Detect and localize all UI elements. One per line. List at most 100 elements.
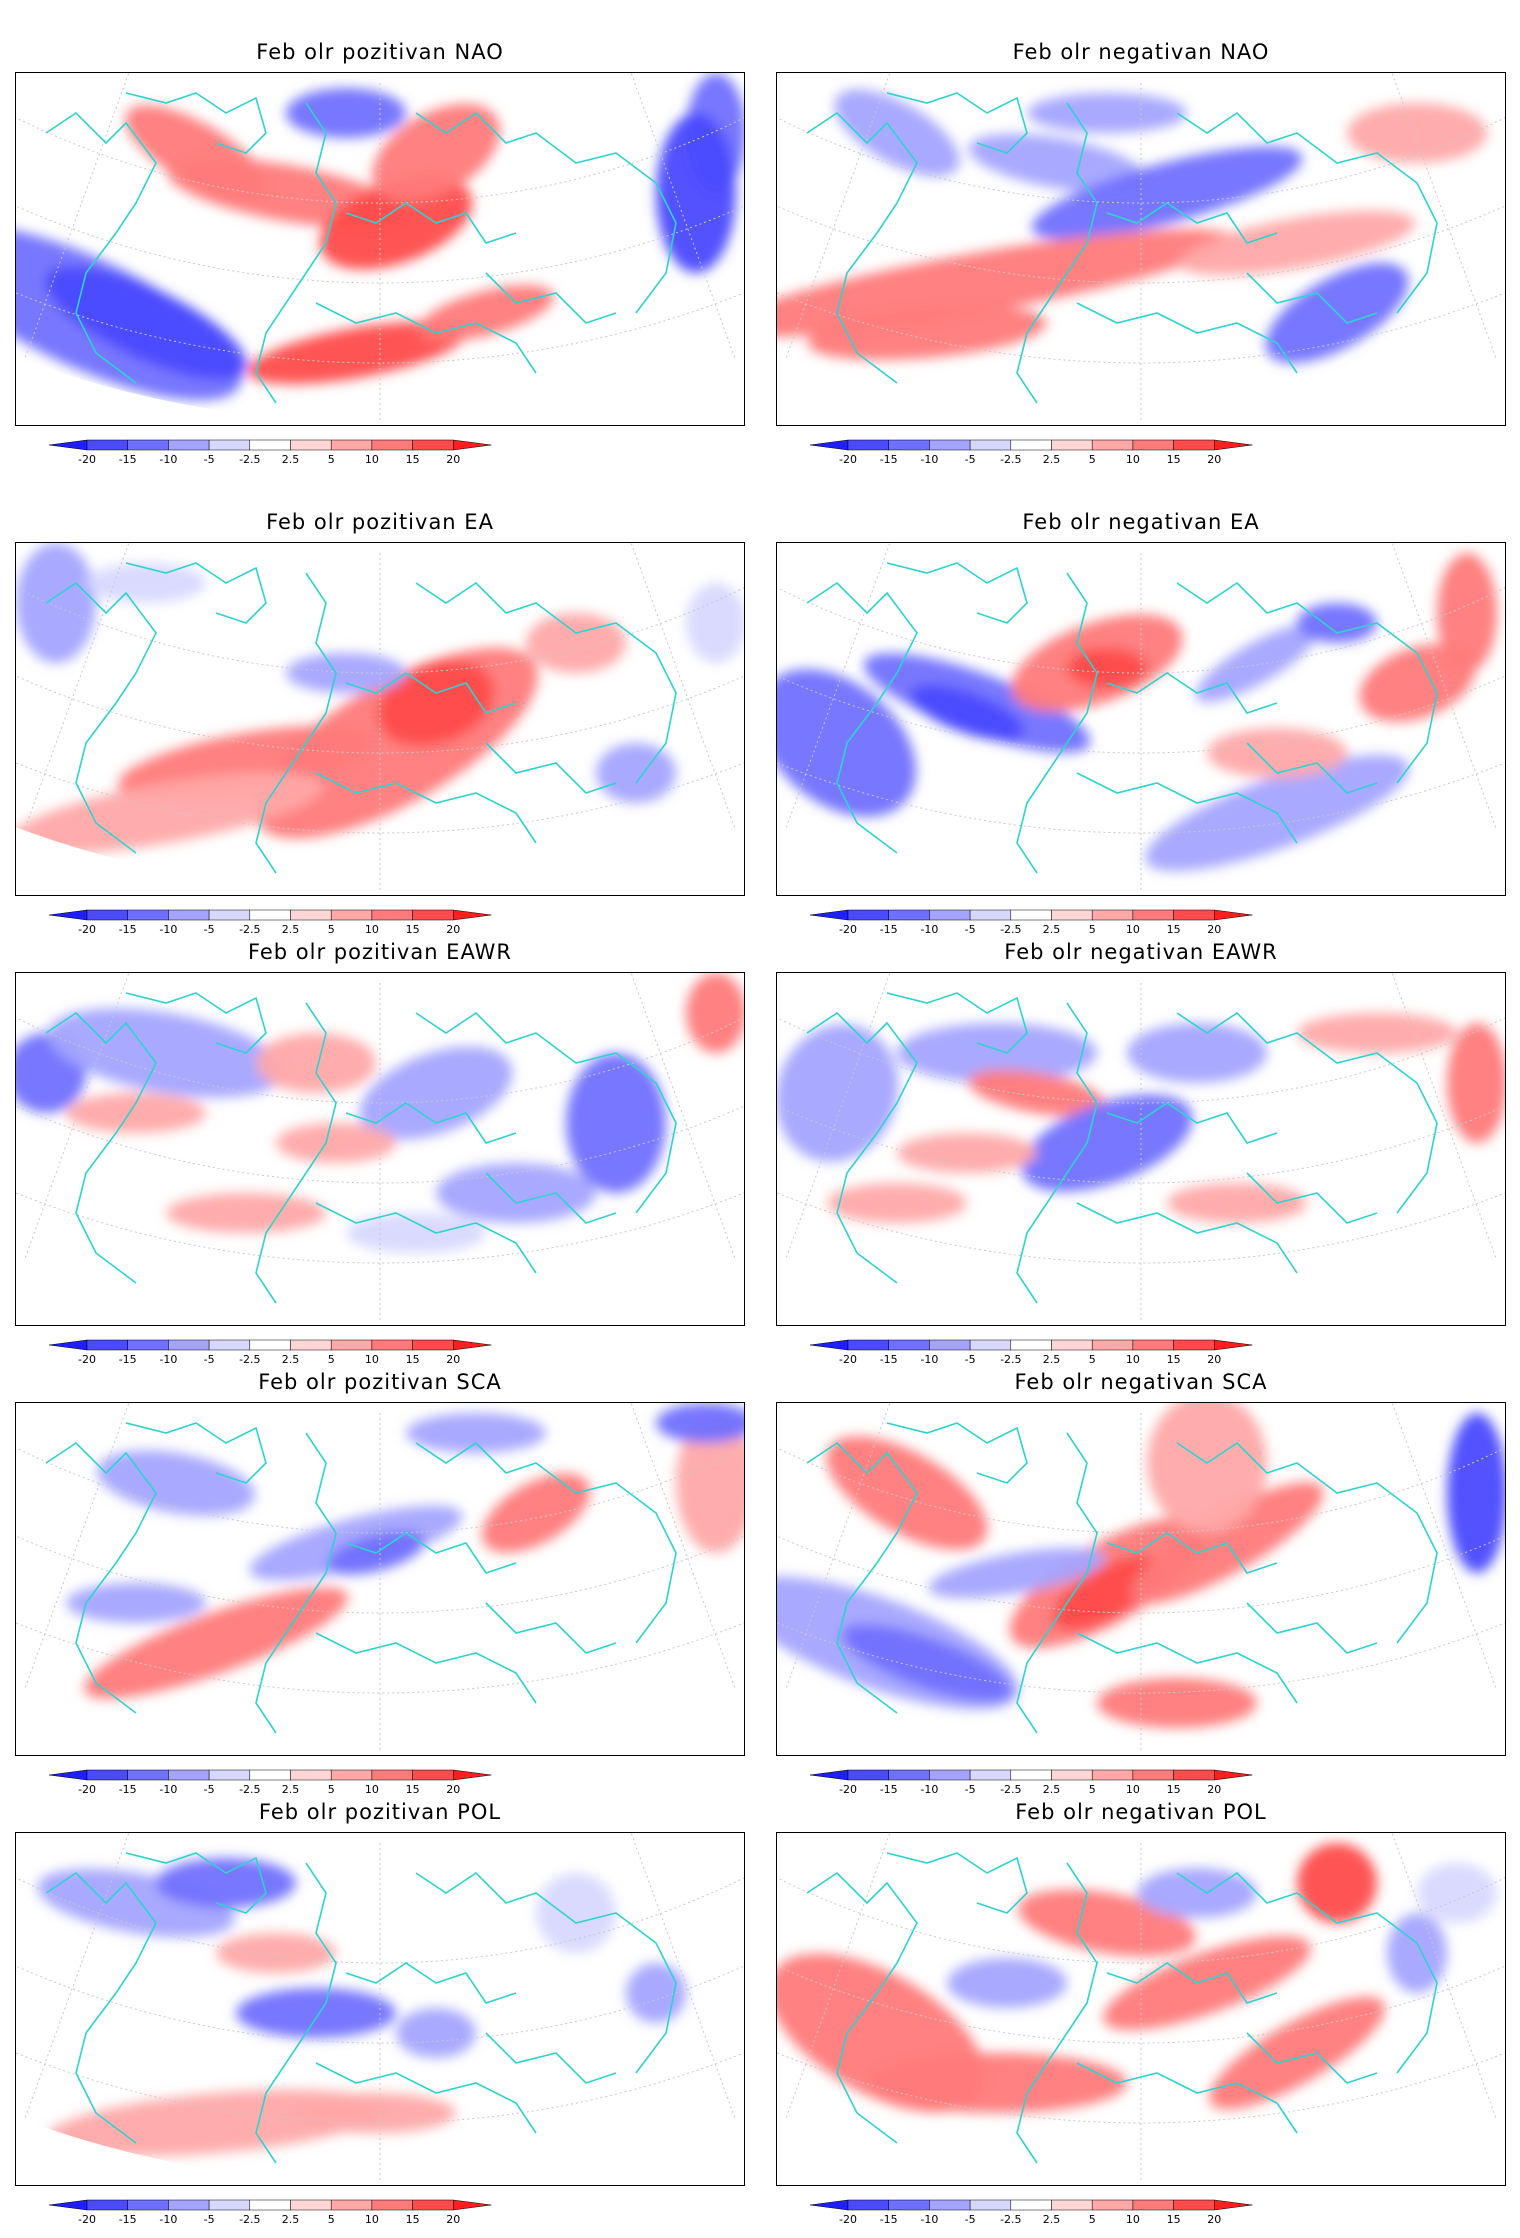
colorbar-extend-high	[1214, 909, 1253, 921]
coastline	[125, 1852, 267, 1914]
colorbar-swatch	[1010, 1339, 1052, 1351]
colorbar-tick-label: -5	[965, 1783, 976, 1796]
colorbar-tick-label: 10	[365, 1783, 379, 1796]
colorbar: -20 -15 -10 -5 -2.5 2.5 5 10 15 20	[776, 904, 1506, 944]
colorbar-swatch	[888, 1339, 930, 1351]
colorbar-tick-label: -5	[965, 2213, 976, 2226]
panel-title: Feb olr negativan POL	[1015, 1800, 1267, 1824]
colorbar-extend-low	[48, 909, 88, 921]
coastline	[806, 1011, 918, 1284]
coastline	[255, 1862, 337, 2164]
colorbar-tick-label: 5	[328, 1353, 335, 1366]
colorbar-tick-label: 10	[365, 2213, 379, 2226]
colorbar-tick-label: 10	[1126, 1783, 1140, 1796]
anomaly-contour	[86, 563, 206, 603]
colorbar-swatch	[1132, 909, 1174, 921]
colorbar-tick-label: -10	[920, 923, 938, 936]
colorbar-extend-high	[453, 909, 492, 921]
hemisphere-map	[16, 973, 744, 1323]
colorbar-swatch	[1091, 1769, 1134, 1781]
colorbar-tick-label: -15	[119, 1783, 137, 1796]
anomaly-contour	[84, 1587, 348, 1699]
colorbar-tick-label: 5	[1089, 1353, 1096, 1366]
coastline	[345, 202, 517, 244]
olr-anomaly-field	[777, 973, 1505, 1323]
colorbar-tick-label: 15	[406, 1783, 420, 1796]
colorbar-swatch	[1091, 439, 1134, 451]
colorbar-swatch	[1091, 909, 1134, 921]
colorbar-swatch	[929, 909, 971, 921]
colorbar: -20 -15 -10 -5 -2.5 2.5 5 10 15 20	[15, 904, 745, 944]
colorbar-tick-label: -2.5	[1000, 2213, 1021, 2226]
colorbar-swatch	[249, 909, 291, 921]
coastline	[415, 1011, 677, 1214]
anomaly-contour	[656, 1403, 744, 1443]
colorbar-swatch	[290, 439, 332, 451]
colorbar-tick-label: 15	[1167, 1783, 1181, 1796]
coastline	[806, 1871, 918, 2144]
panel-title: Feb olr pozitivan NAO	[256, 40, 504, 64]
colorbar-tick-label: -15	[880, 923, 898, 936]
colorbar-tick-label: 5	[1089, 923, 1096, 936]
colorbar-swatch	[127, 1339, 169, 1351]
coastline	[315, 2062, 537, 2134]
colorbar-tick-label: -2.5	[1000, 1353, 1021, 1366]
colorbar-swatch	[1132, 1769, 1174, 1781]
coastline	[485, 742, 617, 794]
colorbar-extend-high	[453, 1339, 492, 1351]
coastline	[1176, 581, 1438, 784]
colorbar-swatch	[86, 1769, 128, 1781]
colorbar-swatch	[86, 439, 128, 451]
colorbar-swatch	[249, 1769, 291, 1781]
colorbar-swatch	[127, 909, 169, 921]
colorbar-tick-label: 10	[365, 923, 379, 936]
colorbar-tick-label: 20	[446, 453, 460, 466]
coastline	[255, 572, 337, 874]
colorbar-swatch	[969, 439, 1012, 451]
anomaly-contour	[536, 1873, 616, 1953]
colorbar-tick-label: -5	[965, 453, 976, 466]
colorbar-swatch	[330, 2199, 373, 2211]
colorbar-swatch	[1051, 1769, 1093, 1781]
coastline	[125, 92, 267, 154]
colorbar-extend-high	[1214, 439, 1253, 451]
coastline	[1106, 202, 1278, 244]
colorbar-tick-label: 15	[1167, 923, 1181, 936]
colorbar-tick-label: 20	[1207, 453, 1221, 466]
colorbar-swatch	[929, 1769, 971, 1781]
colorbar-tick-label: 5	[328, 2213, 335, 2226]
colorbar-tick-label: 2.5	[282, 1783, 300, 1796]
anomaly-contour	[1297, 1843, 1377, 1923]
olr-anomaly-field	[777, 1403, 1505, 1753]
colorbar-swatch	[969, 2199, 1012, 2211]
anomaly-contour	[1053, 1556, 1161, 1630]
anomaly-contour	[377, 660, 495, 746]
colorbar-swatch	[1132, 439, 1174, 451]
anomaly-contour	[406, 1413, 546, 1453]
colorbar-swatch	[412, 1769, 454, 1781]
colorbar-tick-label: 15	[1167, 1353, 1181, 1366]
coastline	[255, 102, 337, 404]
coastline	[125, 562, 267, 624]
colorbar-tick-label: 2.5	[1043, 2213, 1061, 2226]
colorbar-swatch	[168, 439, 210, 451]
anomaly-contour	[47, 1008, 285, 1098]
colorbar-tick-label: -10	[920, 2213, 938, 2226]
colorbar-swatch	[208, 1769, 251, 1781]
colorbar-swatch	[888, 909, 930, 921]
coastline	[886, 1422, 1028, 1484]
anomaly-contour	[1359, 644, 1475, 722]
colorbar-swatch	[371, 909, 413, 921]
anomaly-contour	[296, 2093, 456, 2133]
colorbar-swatch	[847, 2199, 889, 2211]
map-frame	[776, 972, 1506, 1326]
anomaly-contour	[216, 1933, 336, 1973]
anomaly-contour	[967, 1069, 1107, 1117]
colorbar-tick-label: -5	[204, 453, 215, 466]
colorbar-swatch	[1173, 909, 1215, 921]
anomaly-contour	[526, 613, 626, 673]
colorbar: -20 -15 -10 -5 -2.5 2.5 5 10 15 20	[15, 2194, 745, 2234]
olr-anomaly-field	[777, 73, 1505, 423]
anomaly-contour	[596, 743, 676, 803]
